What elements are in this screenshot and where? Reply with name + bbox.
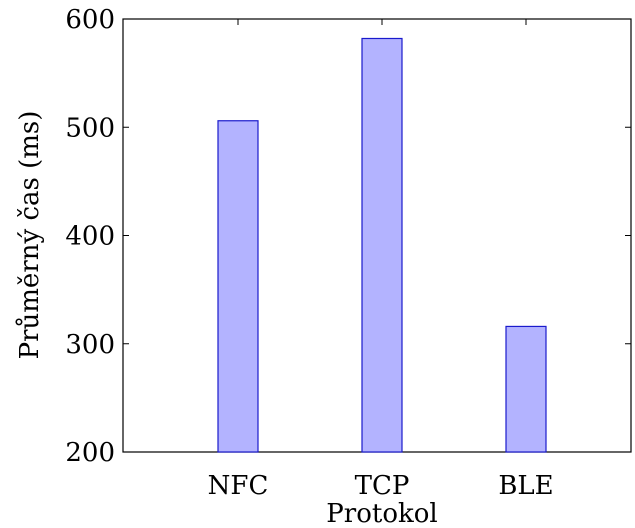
y-axis-label: Průměrný čas (ms) [15, 111, 45, 360]
plot-area [122, 18, 632, 453]
x-tick-label: BLE [498, 471, 553, 501]
y-tick-label: 400 [65, 222, 115, 252]
y-tick-label: 500 [65, 113, 115, 143]
x-tick-label: NFC [208, 471, 269, 501]
x-tick-labels: NFC TCP BLE [208, 471, 554, 501]
y-tick-label: 200 [65, 438, 115, 468]
bar-nfc [217, 120, 259, 453]
y-tick-label: 600 [65, 5, 115, 35]
x-axis-label: Protokol [326, 499, 437, 528]
x-tick-label: TCP [355, 471, 410, 501]
bars [217, 37, 547, 453]
y-tick-label: 300 [65, 330, 115, 360]
y-tick-labels: 200 300 400 500 600 [65, 5, 115, 468]
bar-tcp [361, 37, 403, 453]
bar-ble [505, 325, 547, 453]
